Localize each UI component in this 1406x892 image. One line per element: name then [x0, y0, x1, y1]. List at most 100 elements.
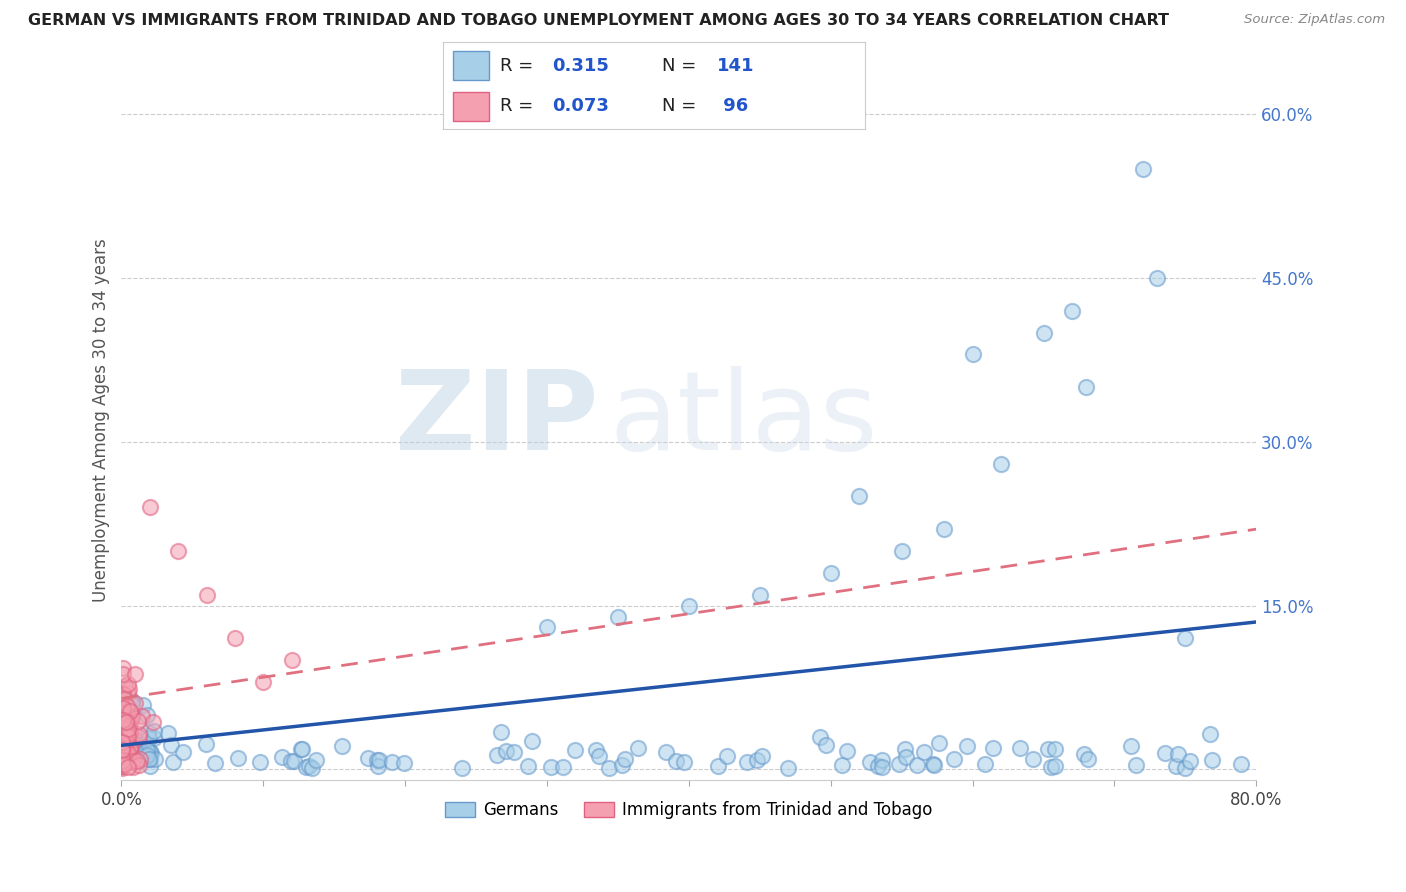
Point: [120, 738, 142, 752]
Point: [115, 737, 138, 751]
Point: [115, 726, 138, 740]
Point: [112, 687, 135, 701]
Point: [138, 752, 160, 766]
Point: [128, 757, 150, 772]
Point: [613, 752, 636, 766]
Point: [1074, 380, 1097, 394]
Point: [665, 754, 688, 768]
Point: [139, 758, 162, 772]
Point: [114, 739, 136, 754]
Point: [896, 749, 918, 764]
Point: [128, 730, 150, 744]
Point: [114, 730, 136, 744]
Point: [485, 747, 508, 762]
Text: 0.315: 0.315: [553, 56, 609, 75]
Point: [112, 737, 135, 751]
Point: [135, 748, 157, 763]
Point: [124, 744, 146, 758]
Point: [111, 759, 134, 773]
Point: [139, 500, 162, 515]
Point: [128, 752, 150, 766]
Point: [114, 736, 136, 750]
Point: [112, 726, 135, 740]
Point: [672, 755, 695, 769]
Point: [121, 697, 143, 711]
Point: [120, 713, 142, 727]
Point: [1021, 752, 1043, 766]
Point: [117, 747, 139, 761]
Point: [112, 701, 135, 715]
Point: [120, 706, 142, 720]
Point: [450, 761, 472, 775]
Point: [131, 709, 153, 723]
Point: [298, 759, 321, 773]
Point: [121, 694, 143, 708]
Point: [118, 681, 141, 696]
Point: [112, 714, 135, 728]
Point: [1032, 326, 1054, 340]
Point: [111, 711, 134, 725]
Point: [117, 733, 139, 747]
Point: [114, 692, 136, 706]
Point: [139, 752, 162, 766]
Point: [249, 755, 271, 769]
Point: [922, 757, 945, 772]
Point: [1146, 271, 1168, 285]
Point: [118, 751, 141, 765]
Point: [887, 757, 910, 772]
Point: [290, 742, 312, 756]
Point: [598, 761, 620, 775]
Point: [1167, 747, 1189, 761]
Point: [124, 736, 146, 750]
Text: N =: N =: [662, 56, 696, 75]
Point: [138, 744, 160, 758]
FancyBboxPatch shape: [453, 51, 489, 79]
Point: [745, 753, 768, 767]
Point: [905, 758, 928, 772]
Point: [117, 748, 139, 763]
Point: [121, 739, 143, 753]
Point: [928, 736, 950, 750]
Point: [1039, 759, 1062, 773]
Point: [776, 761, 799, 775]
Point: [112, 741, 135, 756]
Point: [1229, 757, 1251, 772]
Point: [837, 744, 859, 758]
Point: [120, 755, 142, 769]
Point: [866, 759, 889, 773]
Point: [127, 714, 149, 729]
Point: [716, 748, 738, 763]
Point: [1132, 161, 1154, 176]
Text: ZIP: ZIP: [395, 367, 598, 474]
Text: Source: ZipAtlas.com: Source: ZipAtlas.com: [1244, 13, 1385, 27]
Point: [115, 720, 138, 734]
Point: [330, 739, 353, 753]
Point: [1073, 747, 1095, 761]
Point: [707, 759, 730, 773]
Text: R =: R =: [501, 96, 533, 115]
Point: [138, 745, 160, 759]
Point: [305, 753, 328, 767]
Point: [111, 741, 134, 756]
Point: [114, 714, 136, 729]
Point: [112, 704, 135, 718]
Point: [124, 697, 146, 711]
Point: [117, 709, 139, 723]
Point: [495, 744, 517, 758]
Point: [115, 756, 138, 770]
Point: [956, 739, 979, 753]
Point: [111, 759, 134, 773]
Point: [114, 726, 136, 740]
Point: [112, 753, 135, 767]
Point: [112, 727, 135, 741]
Point: [120, 744, 142, 758]
Point: [111, 762, 134, 776]
Point: [125, 754, 148, 768]
Point: [820, 566, 842, 580]
Point: [118, 720, 141, 734]
Point: [981, 741, 1004, 756]
Point: [1174, 632, 1197, 646]
Point: [115, 739, 138, 753]
Point: [111, 742, 134, 756]
Y-axis label: Unemployment Among Ages 30 to 34 years: Unemployment Among Ages 30 to 34 years: [93, 238, 110, 602]
